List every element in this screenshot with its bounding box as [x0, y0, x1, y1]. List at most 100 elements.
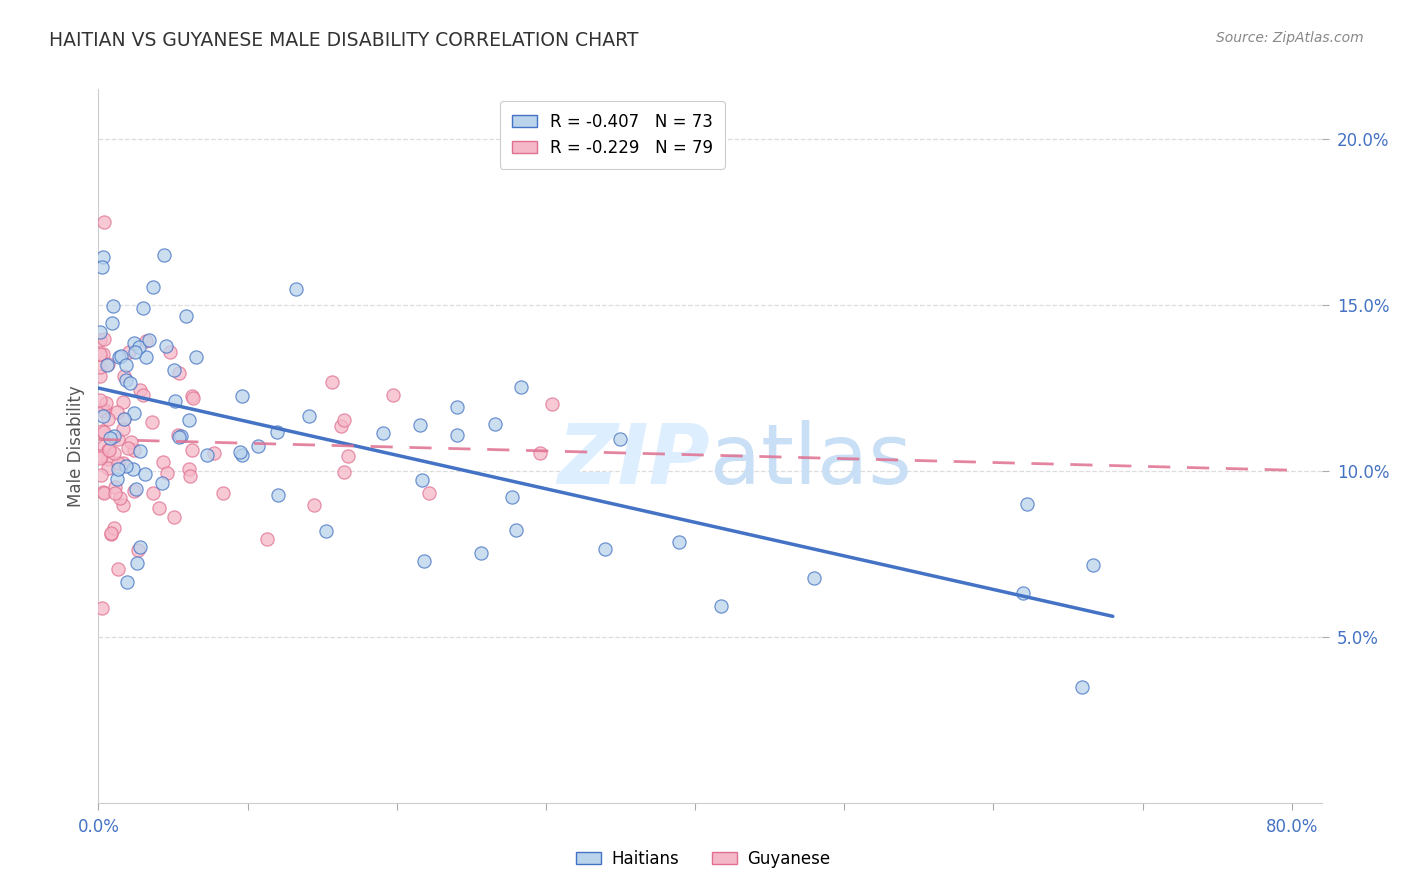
- Point: [229, 445, 252, 459]
- Point: [110, 349, 132, 363]
- Point: [141, 415, 163, 429]
- Point: [124, 345, 146, 359]
- Point: [382, 388, 405, 402]
- Point: [127, 556, 149, 570]
- Point: [89, 359, 111, 374]
- Point: [128, 383, 150, 397]
- Point: [803, 571, 825, 585]
- Point: [115, 358, 138, 372]
- Point: [337, 449, 360, 463]
- Point: [105, 404, 128, 418]
- Point: [231, 448, 253, 462]
- Point: [98, 443, 121, 458]
- Point: [117, 441, 139, 455]
- Point: [333, 412, 356, 426]
- Point: [302, 498, 325, 512]
- Point: [409, 417, 432, 432]
- Point: [91, 484, 114, 499]
- Point: [501, 490, 523, 504]
- Point: [93, 486, 115, 500]
- Point: [93, 439, 115, 453]
- Point: [204, 446, 226, 460]
- Point: [129, 444, 152, 458]
- Point: [165, 393, 187, 408]
- Point: [97, 452, 120, 467]
- Point: [97, 442, 120, 457]
- Point: [148, 501, 170, 516]
- Text: ZIP: ZIP: [557, 420, 710, 500]
- Point: [177, 413, 200, 427]
- Point: [124, 335, 146, 350]
- Point: [103, 521, 125, 535]
- Point: [89, 368, 111, 383]
- Point: [593, 541, 616, 556]
- Point: [181, 391, 204, 405]
- Point: [91, 409, 114, 424]
- Point: [505, 523, 527, 537]
- Point: [170, 429, 193, 443]
- Point: [298, 409, 321, 423]
- Point: [333, 466, 356, 480]
- Point: [163, 362, 186, 376]
- Point: [256, 533, 278, 547]
- Point: [103, 446, 125, 460]
- Point: [91, 346, 114, 360]
- Point: [90, 601, 112, 615]
- Point: [127, 542, 149, 557]
- Point: [120, 376, 142, 391]
- Text: Source: ZipAtlas.com: Source: ZipAtlas.com: [1216, 31, 1364, 45]
- Point: [96, 359, 118, 373]
- Point: [181, 389, 204, 403]
- Point: [89, 326, 111, 340]
- Point: [101, 299, 124, 313]
- Point: [112, 411, 135, 425]
- Point: [111, 422, 134, 436]
- Point: [418, 486, 440, 500]
- Point: [266, 425, 288, 440]
- Point: [115, 574, 138, 589]
- Point: [101, 316, 124, 330]
- Point: [134, 467, 156, 482]
- Point: [90, 449, 112, 463]
- Point: [89, 334, 111, 348]
- Point: [1015, 497, 1038, 511]
- Point: [174, 309, 197, 323]
- Point: [121, 462, 143, 476]
- Point: [231, 389, 253, 403]
- Point: [131, 301, 153, 315]
- Point: [1081, 558, 1104, 572]
- Point: [153, 248, 176, 262]
- Point: [128, 340, 150, 354]
- Point: [470, 546, 492, 560]
- Point: [315, 524, 337, 538]
- Point: [609, 432, 631, 446]
- Point: [509, 380, 531, 394]
- Point: [111, 456, 134, 470]
- Point: [163, 509, 186, 524]
- Point: [284, 282, 307, 296]
- Point: [179, 469, 201, 483]
- Point: [93, 425, 115, 439]
- Point: [124, 406, 146, 420]
- Point: [156, 466, 179, 480]
- Point: [181, 443, 204, 458]
- Point: [97, 461, 120, 475]
- Point: [105, 472, 128, 486]
- Point: [100, 526, 122, 541]
- Point: [107, 462, 129, 476]
- Point: [155, 339, 177, 353]
- Point: [212, 486, 235, 500]
- Point: [184, 350, 207, 364]
- Point: [142, 486, 165, 500]
- Point: [167, 430, 190, 444]
- Point: [114, 373, 136, 387]
- Point: [167, 427, 190, 442]
- Point: [107, 456, 129, 470]
- Point: [104, 479, 127, 493]
- Point: [118, 345, 141, 359]
- Point: [107, 562, 129, 576]
- Point: [152, 455, 174, 469]
- Point: [150, 476, 173, 491]
- Point: [177, 461, 200, 475]
- Point: [710, 599, 733, 613]
